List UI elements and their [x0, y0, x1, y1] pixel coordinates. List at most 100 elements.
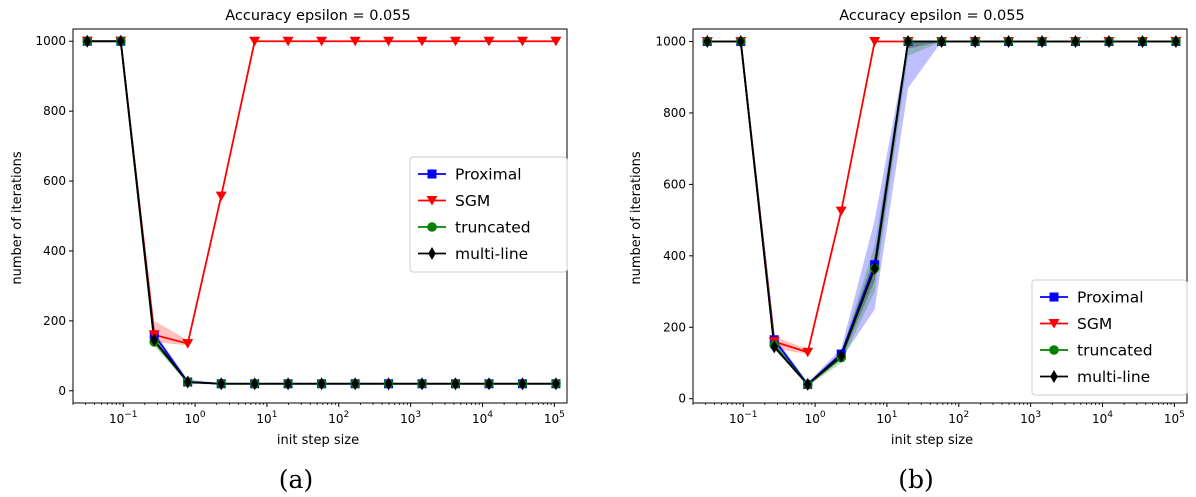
data-point-multi-line	[384, 377, 393, 391]
data-point-multi-line	[485, 377, 493, 391]
legend: Proximal SGM truncated multi-line	[409, 156, 568, 273]
x-tick-label: 100	[185, 410, 206, 426]
legend-box	[409, 156, 568, 273]
data-point-SGM	[869, 37, 881, 47]
y-tick-label: 600	[43, 174, 66, 188]
x-tick-label: 102	[328, 410, 349, 426]
legend-entry-Proximal: Proximal	[1040, 289, 1144, 307]
data-point-multi-line	[803, 377, 812, 391]
legend-label: truncated	[455, 219, 531, 237]
y-axis-label: number of iterations	[10, 151, 25, 284]
chart-title: Accuracy epsilon = 0.055	[225, 8, 410, 24]
data-point-multi-line	[518, 377, 527, 391]
chart-a: Accuracy epsilon = 0.055 number of itera…	[10, 8, 568, 494]
data-point-SGM	[483, 36, 495, 47]
legend-marker	[1048, 319, 1060, 329]
data-point-multi-line	[870, 261, 879, 275]
y-tick-label: 200	[43, 314, 66, 328]
legend-box	[1031, 279, 1188, 396]
data-point-multi-line	[1004, 35, 1013, 49]
y-tick-label: 1000	[655, 35, 686, 49]
data-point-multi-line	[284, 377, 292, 391]
legend-label: Proximal	[1077, 289, 1144, 307]
data-point-SGM	[516, 36, 528, 47]
legend-marker	[1050, 370, 1058, 383]
data-point-SGM	[383, 36, 395, 47]
legend-label: truncated	[1077, 342, 1153, 360]
legend-entry-multi-line: multi-line	[418, 245, 528, 263]
data-point-multi-line	[418, 377, 426, 391]
legend-marker	[427, 169, 437, 179]
y-tick-label: 400	[663, 249, 686, 263]
legend-entry-multi-line: multi-line	[1040, 368, 1150, 386]
data-point-SGM	[802, 347, 814, 358]
data-point-multi-line	[1172, 35, 1180, 49]
legend: Proximal SGM truncated multi-line	[1031, 279, 1188, 396]
legend-entry-truncated: truncated	[1040, 342, 1153, 360]
y-axis-label: number of iterations	[629, 151, 644, 284]
legend-label: multi-line	[455, 245, 528, 263]
plot-frame	[692, 28, 1188, 404]
data-point-multi-line	[937, 35, 946, 49]
data-point-SGM	[450, 36, 462, 47]
x-tick-label: 105	[1164, 410, 1185, 426]
figure-caption: (b)	[898, 465, 934, 494]
y-tick-label: 200	[663, 320, 686, 334]
data-point-multi-line	[1071, 35, 1080, 49]
y-tick-label: 0	[678, 392, 686, 406]
data-point-SGM	[416, 36, 428, 47]
data-point-multi-line	[250, 377, 259, 391]
data-point-multi-line	[317, 377, 326, 391]
x-tick-label: 10−1	[729, 410, 758, 426]
chart-b: Accuracy epsilon = 0.055 number of itera…	[629, 8, 1188, 494]
x-tick-label: 101	[876, 410, 897, 426]
legend-marker	[427, 222, 437, 232]
legend-marker	[1049, 292, 1059, 302]
data-point-multi-line	[736, 35, 745, 49]
legend-entry-truncated: truncated	[418, 219, 531, 237]
x-tick-label: 103	[400, 410, 421, 426]
data-point-SGM	[835, 206, 847, 217]
data-point-multi-line	[183, 375, 192, 389]
legend-marker	[1049, 345, 1059, 355]
data-point-multi-line	[552, 377, 560, 391]
legend-label: Proximal	[455, 166, 522, 184]
legend-entry-SGM: SGM	[418, 192, 490, 210]
data-point-multi-line	[451, 377, 460, 391]
x-tick-label: 102	[948, 410, 969, 426]
x-tick-label: 105	[544, 410, 565, 426]
data-point-SGM	[215, 191, 227, 202]
x-tick-label: 104	[472, 410, 493, 426]
data-point-SGM	[349, 36, 361, 47]
y-tick-label: 800	[663, 106, 686, 120]
legend-label: SGM	[455, 192, 490, 210]
data-point-multi-line	[904, 35, 912, 49]
figure-caption: (a)	[279, 465, 313, 494]
data-point-multi-line	[837, 349, 846, 363]
data-point-multi-line	[351, 377, 359, 391]
data-point-multi-line	[83, 34, 92, 48]
y-tick-label: 600	[663, 177, 686, 191]
data-point-multi-line	[1038, 35, 1046, 49]
data-point-multi-line	[150, 333, 159, 347]
x-tick-label: 100	[805, 410, 826, 426]
legend-entry-SGM: SGM	[1040, 315, 1112, 333]
data-point-multi-line	[1105, 35, 1113, 49]
x-axis-label: init step size	[891, 433, 973, 448]
data-point-multi-line	[217, 377, 226, 391]
data-point-SGM	[182, 339, 194, 349]
legend-label: multi-line	[1077, 368, 1150, 386]
x-tick-label: 10−1	[109, 410, 138, 426]
y-tick-label: 400	[43, 244, 66, 258]
data-point-multi-line	[1138, 35, 1147, 49]
x-tick-label: 103	[1020, 410, 1041, 426]
chart-title: Accuracy epsilon = 0.055	[839, 8, 1024, 24]
legend-entry-Proximal: Proximal	[418, 166, 522, 184]
y-tick-label: 0	[58, 384, 66, 398]
data-point-SGM	[249, 36, 261, 47]
legend-marker	[428, 247, 436, 260]
y-tick-label: 1000	[35, 34, 66, 48]
x-axis-label: init step size	[277, 433, 359, 448]
x-tick-label: 104	[1092, 410, 1113, 426]
